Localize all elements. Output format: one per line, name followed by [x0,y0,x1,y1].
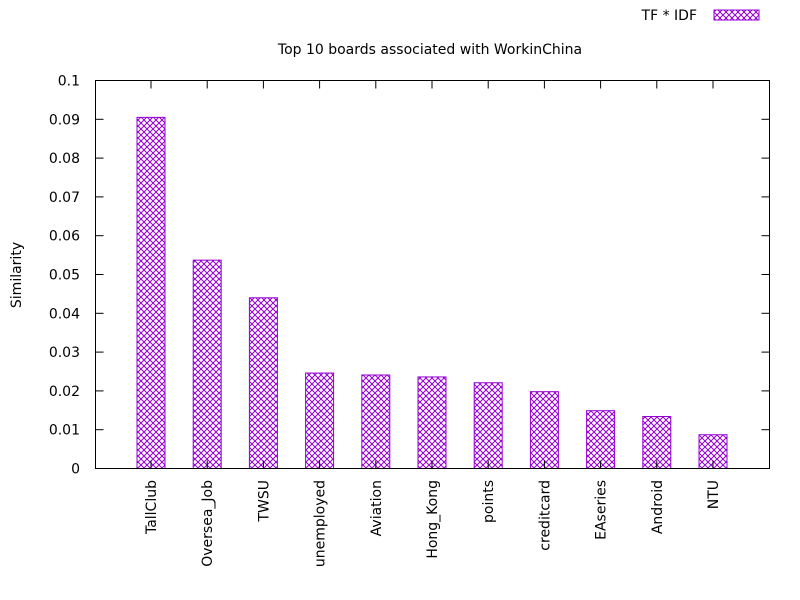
x-tick-label: NTU [706,480,722,509]
y-axis-label: Similarity [9,242,25,308]
y-tick-label: 0.02 [49,384,80,400]
bars-layer [136,116,728,470]
y-tick-label: 0.03 [49,345,80,361]
bar-hong-kong [417,376,447,470]
x-tick-label: Aviation [369,480,385,536]
y-axis-ticks: 0 0.01 0.02 0.03 0.04 0.05 0.06 0.07 0.08 0.09 0.1 [49,74,770,478]
chart-title: Top 10 boards associated with WorkinChin… [277,42,582,58]
y-tick-label: 0.06 [49,229,80,245]
bar-unemployed [305,372,335,469]
y-tick-label: 0.05 [49,268,80,284]
bar-easeries [586,410,616,469]
x-tick-label: EAseries [594,480,610,540]
x-tick-label: Android [650,480,666,534]
y-tick-label: 0.1 [58,74,80,90]
x-tick-label: points [481,480,497,523]
bar-android [642,416,672,469]
y-tick-label: 0.09 [49,112,80,128]
bar-points [473,382,503,470]
y-tick-label: 0.04 [49,306,80,322]
bar-oversea-job [192,259,222,470]
legend: TF * IDF [641,8,760,24]
x-tick-label: Oversea_Job [200,480,216,567]
legend-label: TF * IDF [641,8,697,24]
x-axis-labels: TallClub Oversea_Job TWSU unemployed Aviatio… [144,80,722,567]
y-tick-label: 0.01 [49,423,80,439]
legend-swatch [713,9,760,21]
x-tick-label: TallClub [144,480,160,535]
bar-tallclub [136,116,166,470]
bar-aviation [361,374,391,470]
x-tick-label: creditcard [537,480,553,551]
bar-creditcard [529,391,559,469]
bar-twsu [248,297,278,469]
y-tick-label: 0.07 [49,190,80,206]
x-tick-label: TWSU [256,480,272,523]
x-tick-label: unemployed [313,480,329,567]
x-tick-label: Hong_Kong [425,480,441,559]
y-tick-label: 0 [71,462,80,478]
plot-frame [95,80,770,469]
y-tick-label: 0.08 [49,151,80,167]
